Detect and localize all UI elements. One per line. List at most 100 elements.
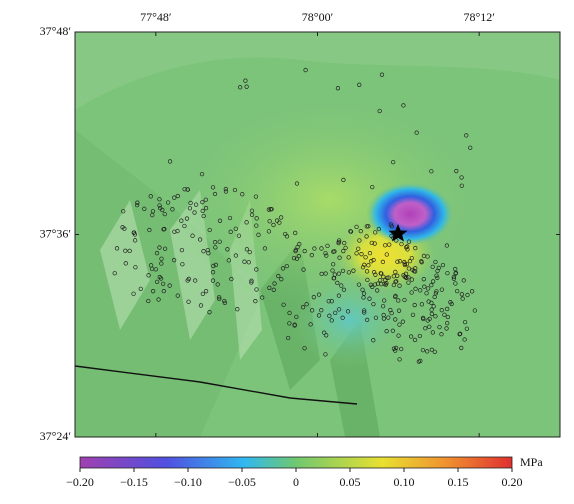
aftershock [419,259,424,264]
aftershock [341,287,347,292]
aftershock [132,232,138,237]
aftershock [451,274,456,280]
aftershock [330,268,335,273]
aftershock [308,322,313,327]
aftershock [256,232,261,237]
aftershock [445,270,450,276]
aftershock [384,252,389,257]
aftershock [420,347,426,353]
aftershock [323,352,328,357]
aftershock [142,206,147,211]
aftershock [217,218,223,223]
aftershock [156,297,161,302]
aftershock [445,320,450,326]
aftershock [354,224,359,230]
aftershock [422,284,427,289]
aftershock [171,258,177,263]
aftershock [294,181,300,186]
aftershock [301,267,306,272]
aftershock [460,296,465,301]
aftershock [114,246,120,251]
aftershock [395,259,400,264]
aftershock [186,299,191,304]
aftershock [311,295,316,300]
colorbar-tick-label: 0.20 [502,475,523,489]
aftershock [180,262,185,267]
aftershock [462,337,467,342]
aftershock [165,200,171,205]
aftershock [393,269,398,275]
aftershock [397,259,403,264]
aftershock [412,337,418,343]
aftershock [457,331,463,336]
aftershock [432,349,437,355]
aftershock [158,206,163,211]
aftershock [316,313,322,318]
aftershock [249,280,254,285]
aftershock [147,227,152,233]
aftershock [200,199,205,205]
aftershock [360,265,366,270]
aftershock [236,233,242,238]
aftershock [249,208,255,213]
aftershock [291,255,297,261]
colorbar-unit: MPa [520,455,543,469]
aftershock [453,266,458,272]
aftershock [324,333,329,338]
aftershock [439,332,444,337]
aftershock [369,259,374,264]
aftershock [271,222,276,228]
aftershock [222,300,228,305]
aftershock [429,307,434,312]
stress-negative [366,182,454,246]
aftershock [185,187,190,192]
aftershock [449,301,454,307]
aftershock [354,251,359,256]
aftershock [375,288,380,293]
aftershock [336,271,342,276]
aftershock [217,295,222,300]
map-area [75,32,560,437]
aftershock [247,249,252,255]
aftershock [326,299,331,304]
colorbar-tick-label: 0.10 [394,475,415,489]
aftershock [396,308,402,313]
aftershock [462,319,468,325]
aftershock [121,209,126,214]
aftershock [162,246,168,251]
aftershock [431,304,436,309]
aftershock [253,298,258,304]
aftershock [146,273,151,278]
aftershock [228,229,233,234]
aftershock [404,245,409,250]
aftershock [281,302,286,307]
aftershock [395,273,400,278]
aftershock [157,197,162,202]
lat-tick-label: 37°24′ [40,429,72,443]
aftershock [406,239,412,244]
aftershock [366,263,371,268]
aftershock [410,312,416,318]
lat-tick-label: 37°36′ [40,226,72,240]
aftershock [408,334,414,339]
aftershock [444,243,450,248]
aftershock [367,250,373,256]
aftershock [159,261,164,266]
aftershock [266,229,272,234]
aftershock [210,270,216,275]
aftershock [396,333,401,338]
aftershock [175,193,180,199]
aftershock [329,318,334,323]
aftershock [309,253,315,258]
aftershock [123,261,128,266]
aftershock [244,84,249,89]
aftershock [193,202,199,207]
colorbar-tick-label: −0.15 [120,475,148,489]
lon-tick-label: 78°12′ [463,10,495,24]
aftershock [294,256,300,261]
aftershock [393,345,399,351]
aftershock [223,186,228,192]
aftershock [294,314,299,320]
aftershock [364,224,369,229]
